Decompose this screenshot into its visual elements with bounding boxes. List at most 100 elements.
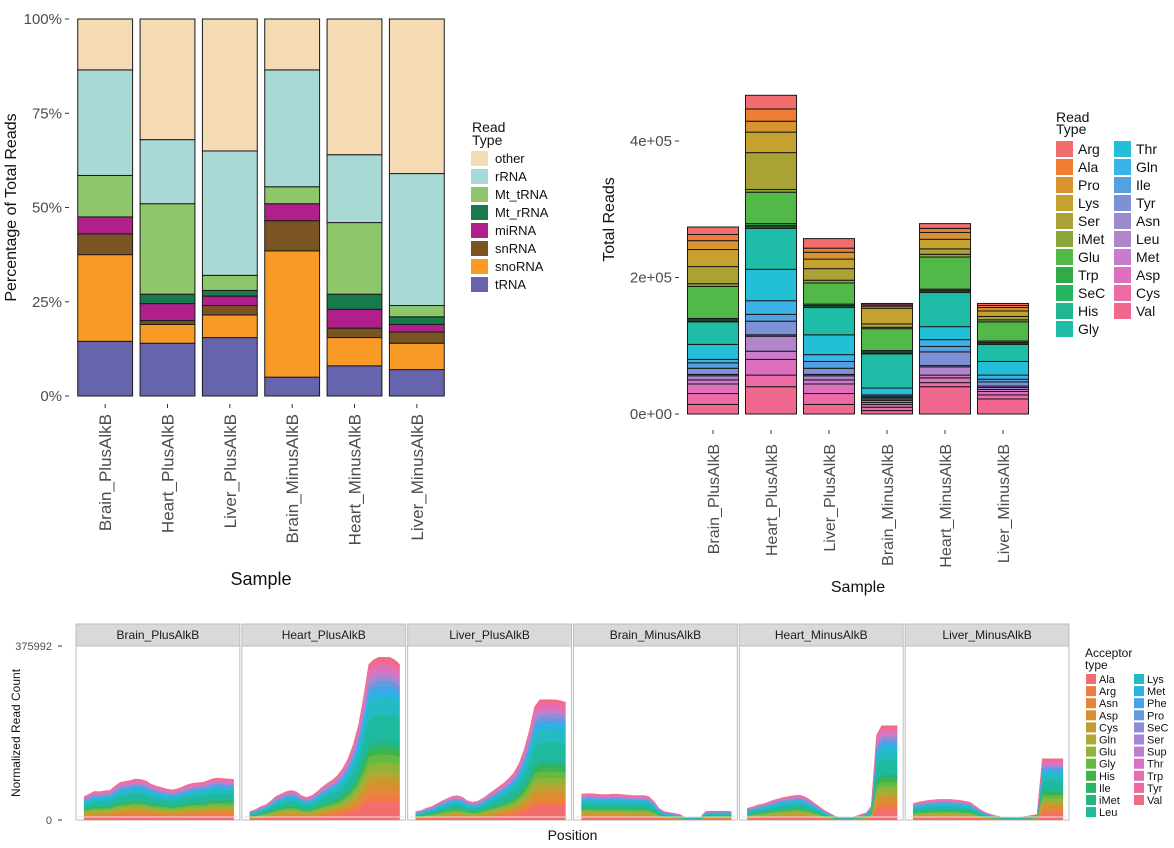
bar-segment-snrna — [326, 327, 383, 339]
legend-swatch-asn — [1086, 698, 1096, 709]
legend-label-met: Met — [1136, 249, 1159, 265]
bar-segment-arg — [744, 94, 798, 110]
bar-segment-snrna — [201, 305, 258, 316]
bar-segment-cys — [976, 394, 1030, 400]
bar-segment-gly — [860, 353, 914, 389]
bar-segment-asp — [802, 383, 856, 395]
bar-segment-mt-rrna — [201, 289, 258, 297]
bar-segment-mt-trna — [388, 305, 445, 318]
bar-segment-ala — [744, 108, 798, 122]
legend-label-trna: tRNA — [495, 277, 526, 292]
bar-segment-ser — [918, 248, 972, 255]
bar-segment-ser — [860, 323, 914, 328]
bar-segment-gly — [976, 343, 1030, 362]
y-tick-label: 375992 — [15, 641, 52, 653]
bar-segment-mt-rrna — [388, 316, 445, 325]
legend-label-leu: Leu — [1136, 231, 1159, 247]
bar-segment-asp — [976, 390, 1030, 396]
legend-swatch-pro — [1056, 177, 1073, 193]
legend-label-val: Val — [1136, 303, 1155, 319]
legend-swatch-ala — [1086, 674, 1096, 684]
legend-title: Read — [1056, 109, 1089, 125]
legend-label-imet: iMet — [1078, 231, 1105, 247]
bar-segment-trna — [139, 342, 196, 397]
bar-segment-snorna — [201, 314, 258, 339]
legend-swatch-rrna — [471, 169, 488, 184]
bar-segment-mt-trna — [326, 222, 383, 295]
legend-swatch-asn — [1114, 213, 1131, 229]
bar-segment-gln — [802, 354, 856, 362]
legend-title: Type — [1056, 121, 1087, 137]
legend-swatch-trna — [471, 277, 488, 292]
legend-label-snrna: snRNA — [495, 241, 537, 256]
legend-label-mirna: miRNA — [495, 223, 536, 238]
area-band-val — [83, 777, 234, 798]
y-tick-label: 2e+05 — [630, 270, 672, 287]
legend-label-glu: Glu — [1078, 249, 1100, 265]
legend-label-ala: Ala — [1078, 159, 1098, 175]
bar-segment-snorna — [326, 337, 383, 367]
legend-label-his: His — [1078, 303, 1098, 319]
legend-title: type — [1085, 658, 1108, 672]
legend-swatch-snorna — [471, 259, 488, 274]
bar-segment-ser — [744, 152, 798, 190]
bar-segment-val — [976, 398, 1030, 415]
bar-segment-rrna — [264, 69, 321, 188]
bar-segment-snrna — [139, 320, 196, 325]
legend-label-asp: Asp — [1136, 267, 1160, 283]
legend-swatch-gly — [1086, 758, 1096, 769]
bar-segment-gln — [976, 374, 1030, 380]
legend-swatch-mirna — [471, 223, 488, 238]
legend-label-his: His — [1099, 771, 1115, 783]
legend-swatch-gln — [1114, 159, 1131, 175]
bar-segment-trna — [326, 365, 383, 397]
x-tick-label: Heart_MinusAlkB — [938, 444, 955, 568]
y-tick-label: 100% — [24, 11, 62, 28]
legend-label-ala: Ala — [1099, 674, 1116, 686]
area-band-val — [913, 758, 1064, 818]
bar-segment-ile — [918, 345, 972, 353]
legend-label-imet: iMet — [1099, 795, 1120, 807]
legend-label-ser: Ser — [1147, 735, 1164, 747]
bar-segment-asp — [918, 377, 972, 384]
legend-swatch-sec — [1134, 722, 1144, 733]
x-tick-label: Heart_PlusAlkB — [159, 414, 178, 533]
bar-segment-mirna — [388, 323, 445, 333]
bar-segment-mirna — [201, 295, 258, 307]
legend-swatch-met — [1134, 686, 1144, 697]
y-tick-label: 0% — [40, 388, 62, 405]
bar-segment-ile — [744, 313, 798, 322]
bar-segment-gly — [686, 321, 740, 345]
normalized-coverage-facet-chart: 0 375992 Brain_PlusAlkB Heart_PlusAlkB Liver… — [9, 623, 1168, 843]
legend-swatch-thr — [1134, 758, 1144, 769]
bar-segment-cys — [802, 393, 856, 405]
legend-swatch-glu — [1056, 249, 1073, 265]
legend-swatch-imet — [1056, 231, 1073, 247]
legend-label-asn: Asn — [1099, 698, 1118, 710]
legend-label-mt-rrna: Mt_rRNA — [495, 205, 549, 220]
bar-segment-rrna — [201, 150, 258, 276]
bar-segment-other — [139, 18, 196, 141]
bar-segment-ile — [802, 360, 856, 369]
legend-label-arg: Arg — [1099, 686, 1116, 698]
bar-segment-mirna — [326, 308, 383, 329]
legend-label-asn: Asn — [1136, 213, 1160, 229]
bar-segment-gln — [686, 358, 740, 364]
legend-label-sec: SeC — [1147, 722, 1168, 734]
bar-segment-thr — [860, 387, 914, 396]
bar-segment-gly — [802, 307, 856, 336]
bar-segment-lys — [802, 258, 856, 270]
bar-segment-ser — [686, 266, 740, 285]
trna-total-reads-chart: 0e+00 2e+05 4e+05 Brain_PlusAlkB Heart_PlusA… — [601, 94, 1160, 596]
legend-label-cys: Cys — [1136, 285, 1160, 301]
legend-swatch-gly — [1056, 321, 1073, 337]
facet-strip-label: Brain_PlusAlkB — [117, 628, 200, 642]
bar-segment-met — [686, 379, 740, 385]
legend-label-tyr: Tyr — [1147, 783, 1163, 795]
legend-label-lys: Lys — [1078, 195, 1099, 211]
x-axis-title: Sample — [831, 579, 885, 596]
legend-label-gly: Gly — [1099, 759, 1116, 771]
x-tick-label: Liver_PlusAlkB — [822, 444, 839, 552]
legend-label-sec: SeC — [1078, 285, 1105, 301]
bar-segment-glu — [918, 256, 972, 290]
